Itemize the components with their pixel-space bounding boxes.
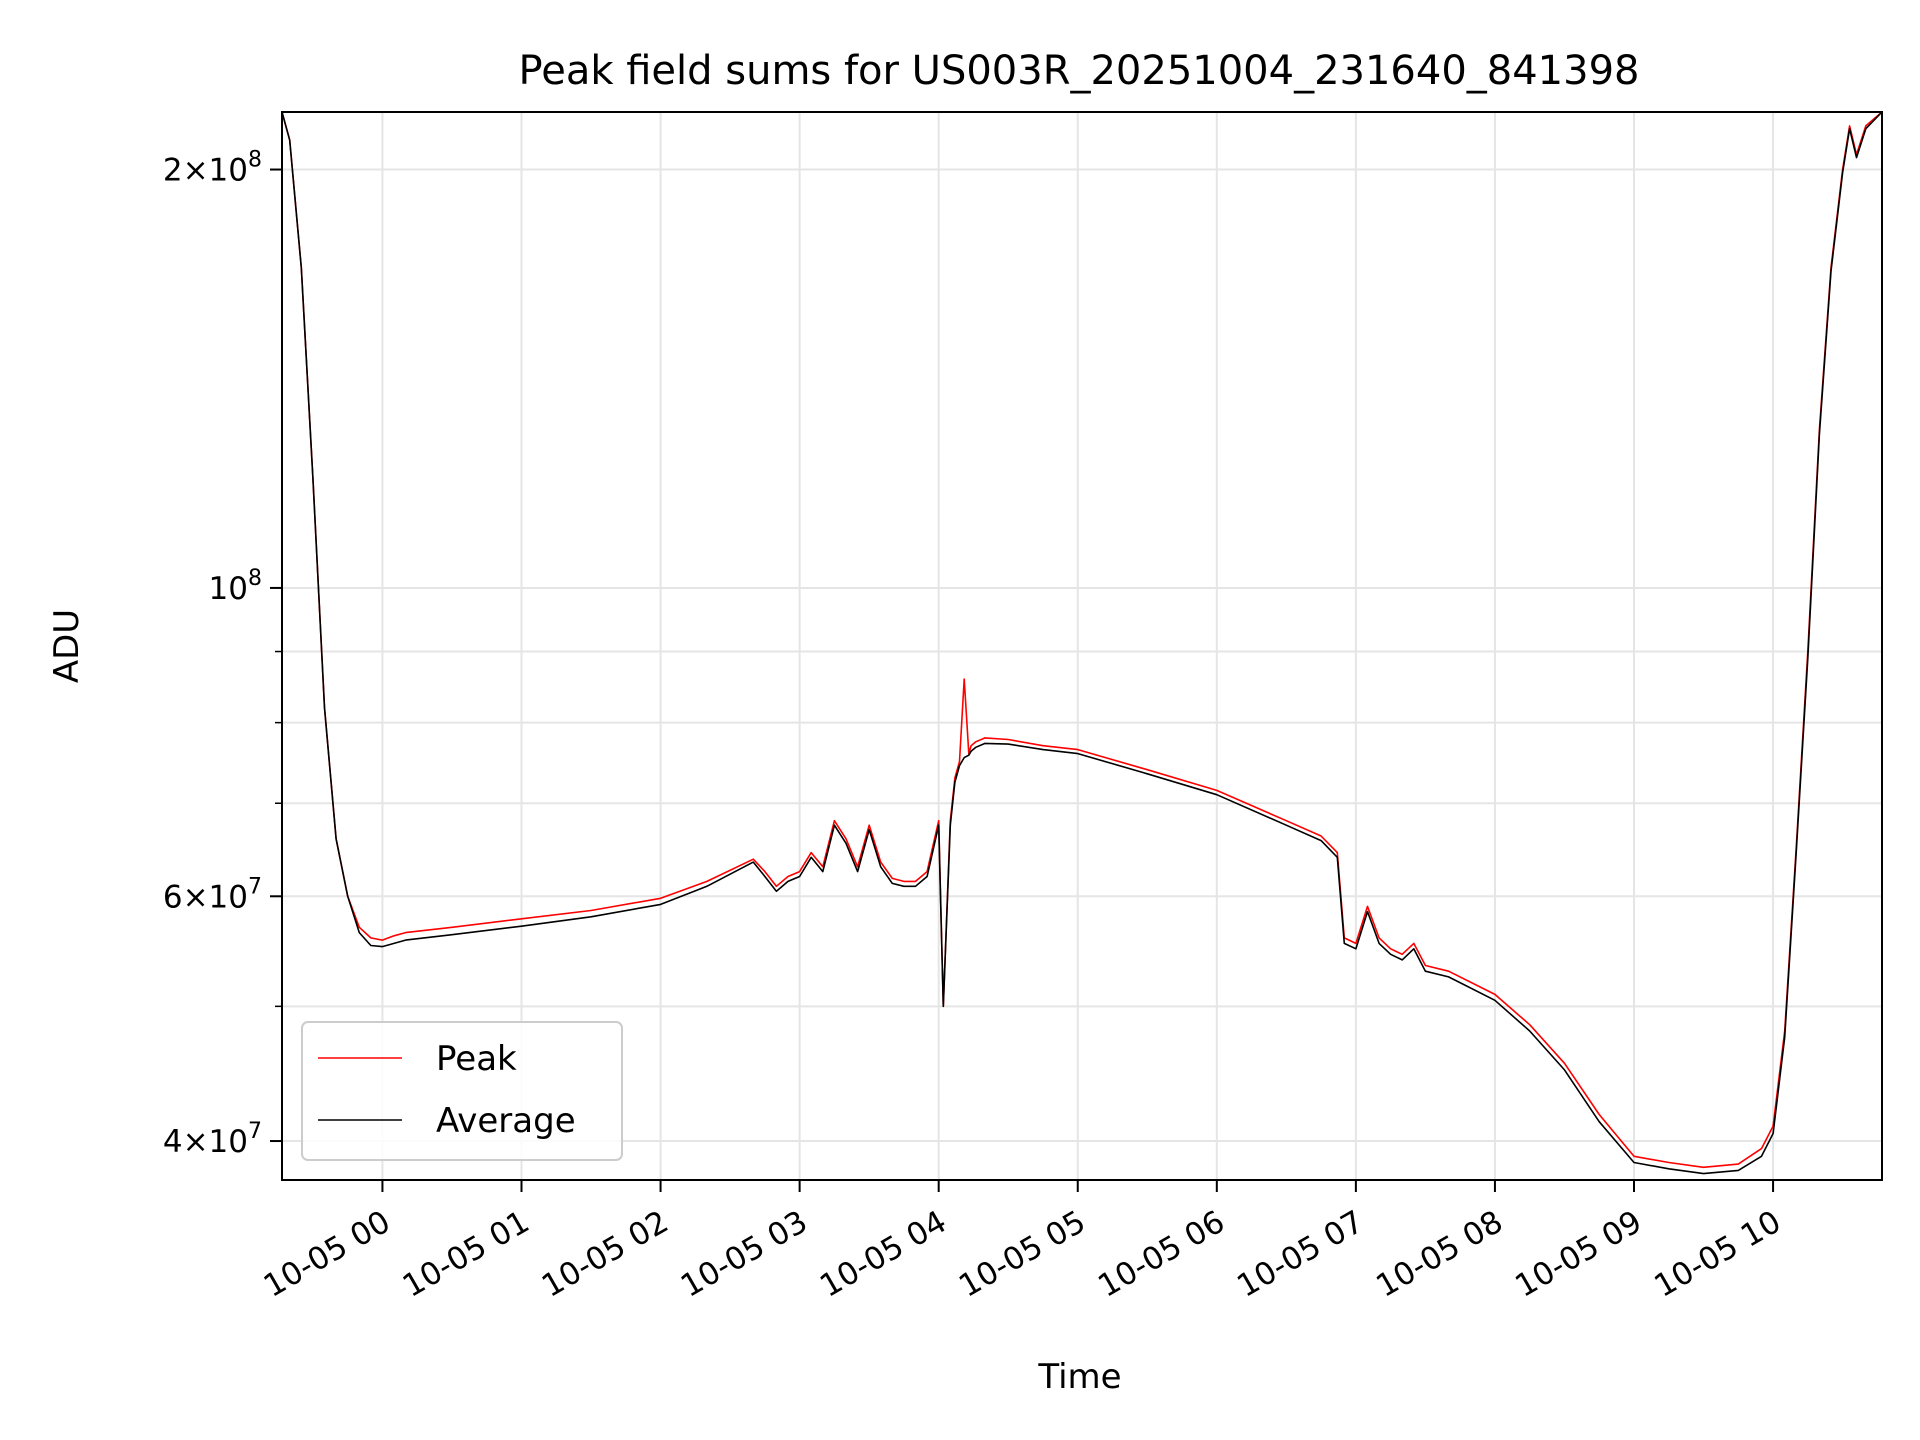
legend: Peak Average xyxy=(301,1021,623,1161)
chart-title: Peak field sums for US003R_20251004_2316… xyxy=(519,48,1640,94)
y-axis-ticks: 4×107 6×107 108 2×108 xyxy=(163,148,282,1160)
legend-label-peak: Peak xyxy=(436,1039,517,1079)
x-axis-label: Time xyxy=(1037,1357,1121,1397)
legend-box xyxy=(301,1021,623,1161)
plot-lines xyxy=(281,111,1883,1175)
y-tick-label: 4×107 xyxy=(163,1119,262,1160)
y-tick-label: 108 xyxy=(209,566,262,607)
grid xyxy=(282,112,1882,1180)
y-tick-label: 6×107 xyxy=(163,874,262,915)
y-tick-label: 2×108 xyxy=(163,148,262,189)
series-line-average xyxy=(281,111,1883,1175)
plot-frame xyxy=(281,111,1883,1181)
y-axis-label: ADU xyxy=(47,609,87,683)
legend-label-average: Average xyxy=(436,1101,576,1141)
series-line-peak xyxy=(281,111,1883,1169)
